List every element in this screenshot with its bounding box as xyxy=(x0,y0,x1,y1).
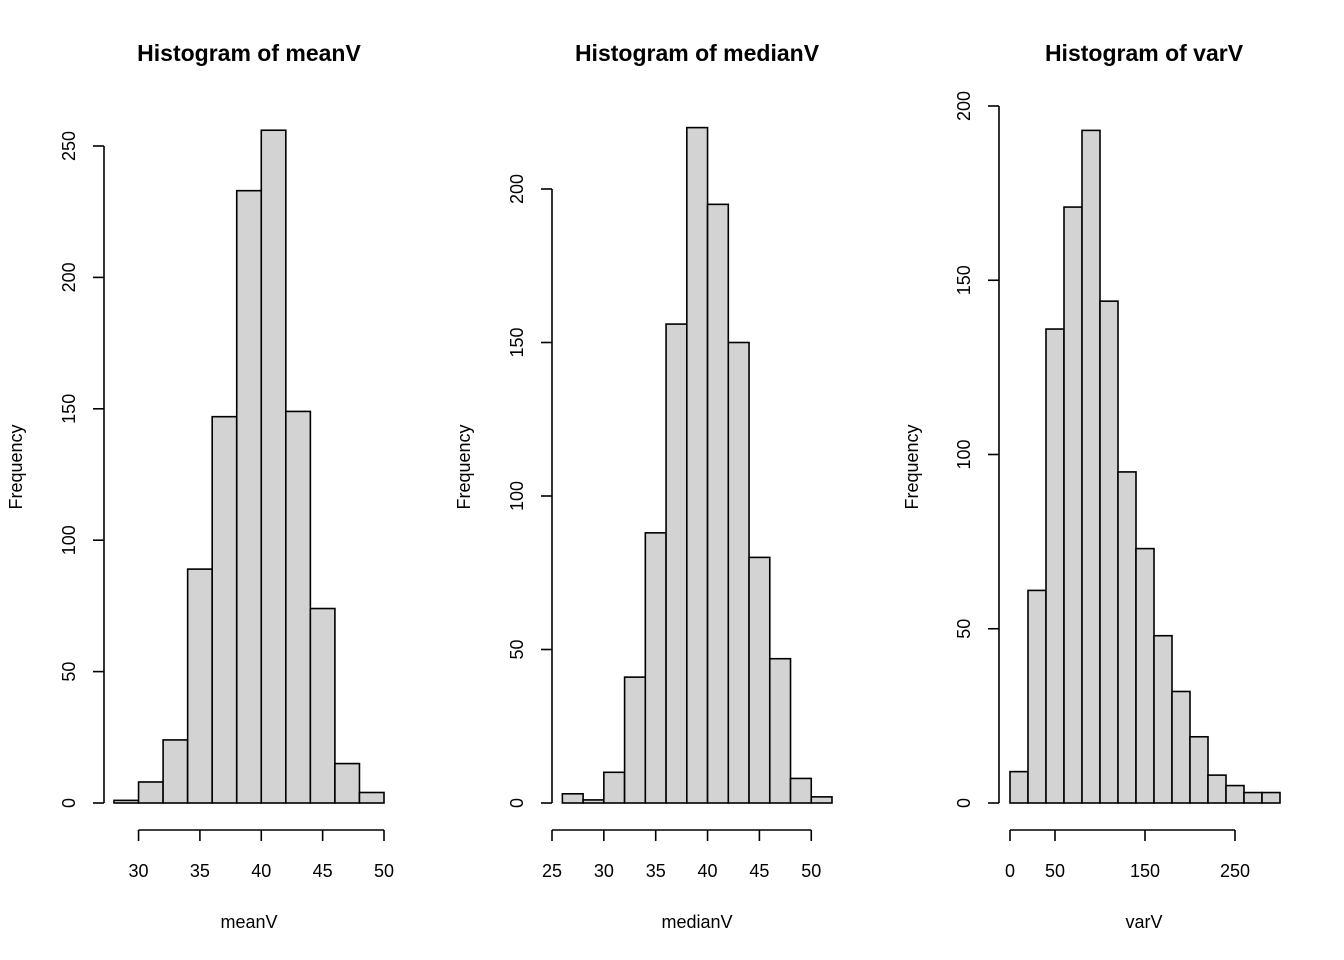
histogram-bar xyxy=(1027,589,1047,804)
chart-title: Histogram of medianV xyxy=(575,40,820,66)
histogram-bar xyxy=(623,676,647,804)
histogram-bar xyxy=(1243,791,1263,804)
histogram-bar xyxy=(358,791,385,804)
histogram-bar xyxy=(1225,784,1245,804)
x-tick-label: 45 xyxy=(749,861,769,881)
y-tick-label: 50 xyxy=(954,619,974,639)
x-tick-label: 25 xyxy=(542,861,562,881)
y-tick-label: 100 xyxy=(954,439,974,469)
histogram-bar xyxy=(1207,774,1227,804)
histogram-bar xyxy=(768,657,792,804)
y-axis: 0 50 100 150 200 xyxy=(954,91,1000,808)
histogram-bar xyxy=(1189,735,1209,804)
y-tick-label: 100 xyxy=(59,525,79,555)
histogram-bar xyxy=(113,799,140,804)
histogram-bar xyxy=(665,323,688,804)
histogram-bar xyxy=(309,607,336,804)
x-axis: 0 50 150 250 xyxy=(1005,829,1250,881)
histogram-bar xyxy=(186,568,213,804)
histogram-bar xyxy=(1009,770,1029,804)
histogram-bar xyxy=(1081,129,1101,804)
histogram-bar xyxy=(789,777,813,804)
x-tick-label: 50 xyxy=(1045,861,1065,881)
x-axis: 25 30 35 40 45 50 xyxy=(542,829,821,881)
x-tick-label: 250 xyxy=(1220,861,1250,881)
x-axis-label: varV xyxy=(1125,912,1162,932)
y-axis-label: Frequency xyxy=(6,424,26,509)
histogram-bar xyxy=(1117,471,1137,804)
histogram-bar xyxy=(1135,547,1155,804)
x-tick-label: 35 xyxy=(646,861,666,881)
x-tick-label: 50 xyxy=(374,861,394,881)
x-axis: 30 35 40 45 50 xyxy=(129,829,394,881)
y-tick-label: 50 xyxy=(507,639,527,659)
y-axis-label: Frequency xyxy=(454,424,474,509)
x-tick-label: 40 xyxy=(251,861,271,881)
x-tick-label: 45 xyxy=(313,861,333,881)
histogram-bar xyxy=(706,203,730,804)
y-tick-label: 250 xyxy=(59,131,79,161)
y-tick-label: 150 xyxy=(954,265,974,295)
histogram-bar xyxy=(561,792,584,804)
histogram-bar xyxy=(162,739,189,804)
x-tick-label: 150 xyxy=(1130,861,1160,881)
y-tick-label: 0 xyxy=(954,798,974,808)
y-tick-label: 50 xyxy=(59,662,79,682)
histogram-bar xyxy=(137,781,164,804)
histogram-bar xyxy=(235,189,263,804)
histogram-bar xyxy=(1261,791,1281,804)
histogram-bar xyxy=(1045,328,1065,804)
histogram-bar xyxy=(644,532,667,804)
histogram-bar xyxy=(748,556,771,804)
histogram-bar xyxy=(1099,300,1119,804)
x-axis-label: medianV xyxy=(661,912,732,932)
y-tick-label: 200 xyxy=(954,91,974,121)
y-axis-label: Frequency xyxy=(902,424,922,509)
bars xyxy=(113,129,385,804)
histogram-bar xyxy=(727,341,750,804)
histogram-bar xyxy=(1153,634,1173,804)
y-tick-label: 200 xyxy=(507,174,527,204)
histogram-bar xyxy=(1171,690,1191,804)
histogram-bar xyxy=(810,796,833,804)
chart-title: Histogram of meanV xyxy=(137,40,361,66)
histogram-bar xyxy=(1063,206,1083,804)
y-tick-label: 200 xyxy=(59,262,79,292)
y-tick-label: 150 xyxy=(507,327,527,357)
x-tick-label: 50 xyxy=(801,861,821,881)
x-tick-label: 35 xyxy=(190,861,210,881)
histogram-bar xyxy=(334,762,361,804)
histogram-bar xyxy=(686,126,709,804)
y-tick-label: 100 xyxy=(507,481,527,511)
x-tick-label: 0 xyxy=(1005,861,1015,881)
y-tick-label: 0 xyxy=(507,798,527,808)
histogram-bar xyxy=(260,129,287,804)
histogram-bar xyxy=(285,410,312,804)
bars xyxy=(1009,129,1281,804)
y-axis: 0 50 100 150 200 xyxy=(507,174,553,808)
y-tick-label: 150 xyxy=(59,394,79,424)
bars xyxy=(561,126,833,804)
x-axis-label: meanV xyxy=(220,912,277,932)
x-tick-label: 30 xyxy=(594,861,614,881)
x-tick-label: 30 xyxy=(129,861,149,881)
y-axis: 0 50 100 150 200 250 xyxy=(59,131,105,808)
histogram-bar xyxy=(211,415,238,804)
chart-title: Histogram of varV xyxy=(1045,40,1244,66)
x-tick-label: 40 xyxy=(698,861,718,881)
histogram-bar xyxy=(582,799,605,804)
panel-meanV: Histogram of meanV meanV Frequency 30 35 4… xyxy=(6,40,394,932)
histogram-bar xyxy=(603,771,626,804)
y-tick-label: 0 xyxy=(59,798,79,808)
panel-varV: Histogram of varV varV Frequency 0 50 150 2… xyxy=(902,40,1281,932)
panel-medianV: Histogram of medianV medianV Frequency 2… xyxy=(454,40,833,932)
